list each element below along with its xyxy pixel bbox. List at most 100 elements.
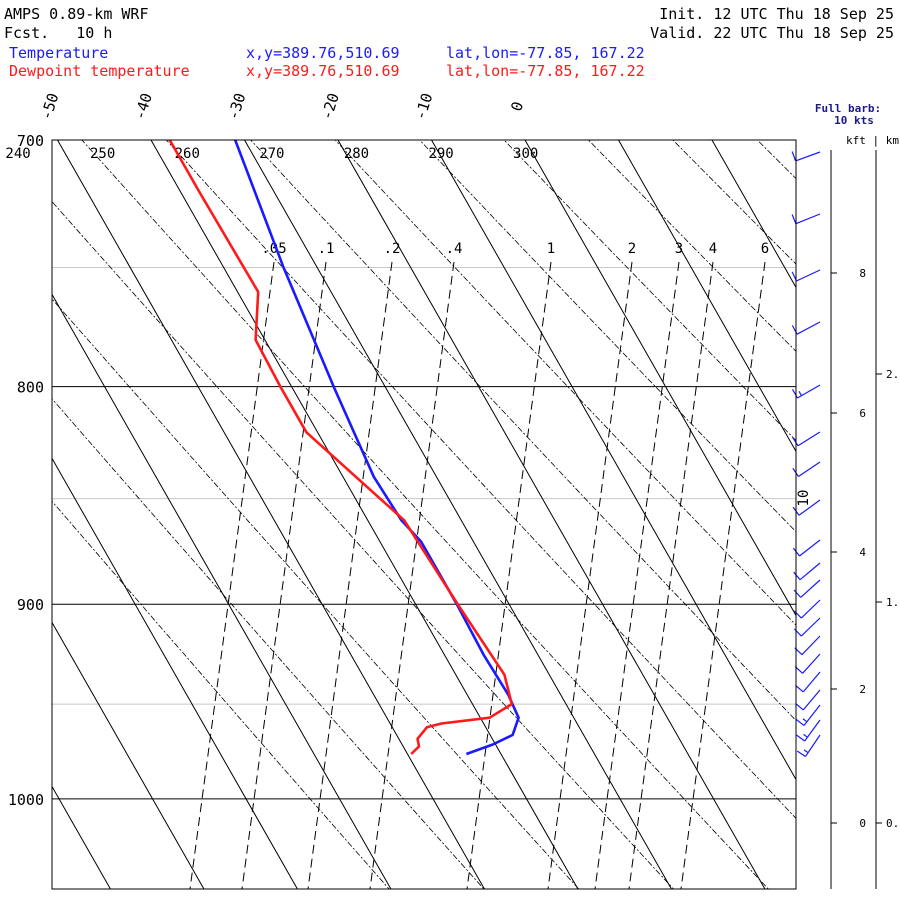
isotherm-label: -40 — [130, 91, 155, 122]
dry-adiabat-label: 250 — [90, 146, 115, 162]
wind-barb-staff — [801, 635, 821, 656]
km-tick-label: 2. — [886, 368, 899, 381]
pressure-tick-label: 700 — [17, 132, 44, 150]
isotherm-line — [337, 140, 766, 889]
dewpoint-profile-line — [168, 140, 514, 755]
dry-adiabat-label: 280 — [344, 146, 369, 162]
pressure-tick-label: 1000 — [8, 791, 44, 809]
kft-tick-label: 4 — [859, 546, 866, 559]
wind-barb — [793, 562, 821, 581]
legend-dewpoint-label: Dewpoint temperature — [9, 62, 190, 80]
isotherm-label: 0 — [507, 99, 527, 113]
wind-barb-staff — [802, 671, 821, 693]
wind-barb-staff — [795, 213, 821, 225]
isotherm-line — [57, 140, 485, 889]
wind-barb — [792, 461, 821, 478]
wind-barb — [793, 617, 821, 637]
km-tick-label: 0. — [886, 817, 899, 830]
mixing-ratio-line — [547, 261, 633, 889]
mixing-ratio-line — [369, 261, 455, 889]
wind-barb-staff — [797, 384, 821, 399]
wind-barb-half — [798, 391, 803, 396]
wind-barb-label: 10 — [796, 490, 812, 507]
isotherm-line — [52, 621, 205, 889]
mixing-ratio-line — [594, 261, 680, 889]
wind-barb — [795, 704, 821, 726]
wind-barb-full — [791, 151, 797, 162]
isotherm-line — [618, 140, 796, 453]
dry-adiabat-line — [419, 140, 796, 533]
isotherm-line — [52, 457, 298, 889]
wind-barb — [791, 151, 821, 162]
temperature-profile-line — [233, 140, 520, 756]
isotherm-line — [244, 140, 672, 889]
dry-adiabat-line — [81, 140, 769, 889]
wind-barb-half — [802, 718, 808, 723]
wind-barb — [796, 734, 821, 758]
mixing-ratio-label: .4 — [446, 241, 463, 257]
kft-tick-label: 8 — [859, 267, 866, 280]
plot-frame — [51, 139, 797, 890]
kft-tick-label: 0 — [859, 817, 866, 830]
isotherm-label: -30 — [224, 91, 249, 122]
dry-adiabat-line — [587, 140, 796, 352]
km-tick-label: 1. — [886, 596, 899, 609]
wind-barb-full — [793, 628, 802, 637]
dry-adiabat-line — [672, 140, 796, 265]
mixing-ratio-line — [307, 261, 393, 889]
dry-adiabat-label: 270 — [259, 146, 284, 162]
wind-barb-staff — [798, 499, 821, 516]
isotherm-line — [52, 293, 392, 889]
wind-barb-staff — [800, 579, 821, 598]
wind-barb-full — [793, 571, 801, 581]
wind-barb — [794, 653, 821, 674]
dry-adiabat-line — [52, 200, 675, 889]
dry-adiabat-line — [815, 31, 900, 900]
isotherm-line — [806, 140, 900, 889]
wind-barb-staff — [798, 461, 821, 478]
dry-adiabat-line — [756, 140, 796, 180]
dry-adiabat-line — [732, 31, 900, 900]
wind-barb — [795, 689, 821, 711]
wind-barb — [792, 431, 821, 447]
mixing-ratio-label: 2 — [628, 241, 636, 257]
mixing-ratio-line — [189, 261, 275, 889]
dry-adiabat-label: 240 — [5, 146, 30, 162]
wind-barb-staff — [795, 151, 821, 162]
mixing-ratio-label: .2 — [384, 241, 401, 257]
wind-barb-full — [795, 685, 804, 693]
legend-dewpoint-latlon: lat,lon=-77.85, 167.22 — [446, 62, 645, 80]
mixing-ratio-label: .05 — [261, 241, 286, 257]
dry-adiabat-line — [334, 140, 796, 626]
wind-barb-full — [791, 389, 799, 399]
mixing-ratio-label: 4 — [709, 241, 717, 257]
barb-legend-line1: Full barb: — [815, 102, 881, 115]
isotherm-line — [52, 785, 111, 889]
wind-barb-staff — [796, 269, 821, 282]
wind-barb — [793, 599, 821, 619]
wind-barb — [795, 671, 821, 693]
isotherm-line — [711, 140, 796, 289]
wind-barb-staff — [800, 599, 821, 619]
wind-barb-full — [795, 703, 804, 711]
wind-barb-full — [795, 718, 805, 726]
isotherm-label: -20 — [317, 91, 342, 122]
init-time: Init. 12 UTC Thu 18 Sep 25 — [659, 5, 894, 23]
wind-barb — [796, 719, 821, 742]
pressure-tick-label: 800 — [17, 379, 44, 397]
wind-barb — [791, 213, 821, 225]
isotherm-label: -10 — [411, 91, 436, 122]
wind-barb — [792, 539, 821, 557]
wind-barb-half — [803, 733, 808, 738]
wind-barb — [793, 579, 821, 598]
mixing-ratio-line — [466, 261, 552, 889]
dry-adiabat-line — [503, 140, 796, 442]
mixing-ratio-line — [241, 261, 327, 889]
mixing-ratio-label: 1 — [547, 241, 555, 257]
wind-barb — [791, 384, 821, 399]
height-axis-label: kft | km — [846, 134, 899, 147]
wind-barb-full — [796, 750, 806, 758]
wind-barb-full — [793, 589, 802, 598]
dry-adiabat-line — [52, 298, 580, 889]
